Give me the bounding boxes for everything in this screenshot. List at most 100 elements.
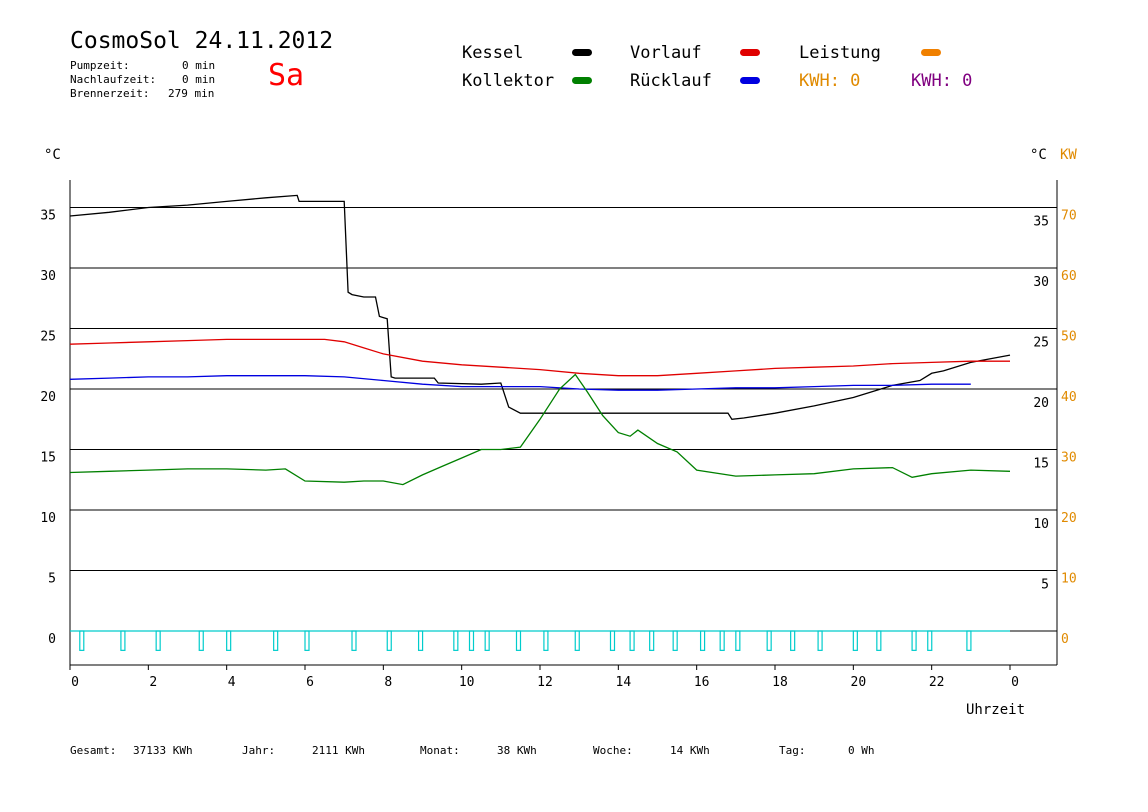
- legend-leistung-swatch: [921, 49, 941, 56]
- info-brennerzeit-value: 279 min: [168, 87, 215, 100]
- y-tick-right-c-10: 10: [1033, 517, 1049, 532]
- footer-woche-value: 14 KWh: [670, 744, 710, 757]
- footer-woche-label: Woche:: [593, 744, 633, 757]
- x-tick-0: 0: [71, 675, 79, 690]
- x-axis-label: Uhrzeit: [966, 702, 1026, 718]
- footer-tag-label: Tag:: [779, 744, 806, 757]
- series-leistung-pulse: [719, 630, 725, 651]
- y-tick-left-30: 30: [40, 269, 56, 284]
- series-leistung-pulse: [966, 630, 972, 651]
- y-tick-left-10: 10: [40, 511, 56, 526]
- y-tick-right-kw-70: 70: [1061, 209, 1077, 224]
- x-tick-20: 20: [851, 675, 867, 690]
- legend-leistung-label: Leistung: [799, 43, 881, 63]
- series-leistung-pulse: [766, 630, 772, 651]
- legend-kwh-burner: KWH: 0: [911, 71, 973, 91]
- y-tick-right-kw-20: 20: [1061, 511, 1077, 526]
- series-leistung-pulse: [876, 630, 882, 651]
- series-leistung-pulse: [484, 630, 490, 651]
- series-leistung-pulse: [515, 630, 522, 651]
- y-tick-right-c-25: 25: [1033, 336, 1049, 351]
- y-tick-left-35: 35: [40, 209, 56, 224]
- y-tick-right-c-30: 30: [1033, 275, 1049, 290]
- series-leistung-pulse: [468, 630, 475, 651]
- legend-kessel-swatch: [572, 49, 592, 56]
- series-leistung-pulse: [609, 630, 616, 651]
- footer-jahr-value: 2111 KWh: [312, 744, 365, 757]
- series-leistung-pulse: [417, 630, 424, 651]
- y-tick-right-kw-0: 0: [1061, 632, 1069, 647]
- footer-gesamt-value: 37133 KWh: [133, 744, 193, 757]
- info-nachlaufzeit-label: Nachlaufzeit:: [70, 73, 157, 86]
- page-title: CosmoSol 24.11.2012: [70, 28, 334, 54]
- series-leistung-pulse: [574, 630, 580, 651]
- y-tick-left-5: 5: [48, 572, 56, 587]
- x-tick-14: 14: [616, 675, 632, 690]
- x-tick-8: 8: [384, 675, 392, 690]
- y-tick-left-25: 25: [40, 330, 56, 345]
- x-tick-10: 10: [459, 675, 475, 690]
- legend-kollektor-swatch: [572, 77, 592, 84]
- legend-kwh-solar: KWH: 0: [799, 71, 861, 91]
- info-brennerzeit-label: Brennerzeit:: [70, 87, 150, 100]
- y-tick-right-kw-50: 50: [1061, 330, 1077, 345]
- series-leistung-pulse: [120, 630, 126, 651]
- series-leistung-pulse: [79, 630, 85, 651]
- series-leistung-pulse: [273, 630, 279, 651]
- series-leistung-pulse: [649, 630, 655, 651]
- series-leistung-pulse: [927, 630, 933, 651]
- footer-monat-label: Monat:: [420, 744, 460, 757]
- footer-jahr-label: Jahr:: [242, 744, 276, 757]
- info-pumpzeit-value: 0 min: [182, 59, 216, 72]
- x-tick-22: 22: [929, 675, 945, 690]
- series-vorlauf-line: [69, 338, 1010, 377]
- right-axis-unit-celsius: °C: [1030, 147, 1047, 163]
- legend-kollektor-label: Kollektor: [462, 71, 555, 91]
- left-axis-unit: °C: [44, 147, 61, 163]
- series-leistung-pulse: [386, 630, 392, 651]
- series-leistung-pulse: [790, 630, 796, 651]
- series-leistung-pulse: [672, 630, 678, 651]
- y-tick-right-c-15: 15: [1033, 457, 1049, 472]
- y-tick-right-kw-40: 40: [1061, 390, 1077, 405]
- series-leistung-pulse: [543, 630, 549, 651]
- footer-tag-value: 0 Wh: [848, 744, 875, 757]
- x-tick-2: 2: [149, 675, 157, 690]
- series-rcklauf-line: [69, 375, 971, 391]
- legend-ruecklauf-swatch: [740, 77, 760, 84]
- y-tick-right-kw-10: 10: [1061, 572, 1077, 587]
- x-tick-18: 18: [772, 675, 788, 690]
- y-tick-left-15: 15: [40, 451, 56, 466]
- right-axis-unit-kw: KW: [1060, 147, 1077, 163]
- series-leistung-pulse: [911, 630, 917, 651]
- y-tick-left-0: 0: [48, 632, 56, 647]
- info-nachlaufzeit-value: 0 min: [182, 73, 216, 86]
- series-leistung-pulse: [198, 630, 204, 651]
- series-leistung-pulse: [226, 630, 232, 651]
- series-leistung-pulse: [304, 630, 310, 651]
- series-leistung-pulse: [351, 630, 357, 651]
- series-leistung-pulse: [629, 630, 635, 651]
- series-leistung-pulse: [453, 630, 459, 651]
- footer-monat-value: 38 KWh: [497, 744, 537, 757]
- x-tick-0: 0: [1011, 675, 1019, 690]
- series-leistung-pulse: [817, 630, 823, 651]
- y-tick-right-kw-60: 60: [1061, 269, 1077, 284]
- y-tick-left-20: 20: [40, 390, 56, 405]
- series-leistung-pulse: [699, 630, 706, 651]
- x-tick-4: 4: [228, 675, 236, 690]
- series-kollektor-line: [69, 373, 1011, 486]
- y-tick-right-c-5: 5: [1041, 578, 1049, 593]
- legend-vorlauf-label: Vorlauf: [630, 43, 702, 63]
- x-tick-6: 6: [306, 675, 314, 690]
- series-leistung-pulse: [735, 630, 741, 651]
- legend-kessel-label: Kessel: [462, 43, 524, 63]
- weekday-label: Sa: [268, 58, 305, 93]
- legend-vorlauf-swatch: [740, 49, 760, 56]
- x-tick-16: 16: [694, 675, 710, 690]
- legend-ruecklauf-label: Rücklauf: [630, 71, 712, 91]
- series-leistung-pulse: [852, 630, 858, 651]
- info-pumpzeit-label: Pumpzeit:: [70, 59, 130, 72]
- series-leistung-pulse: [155, 630, 161, 651]
